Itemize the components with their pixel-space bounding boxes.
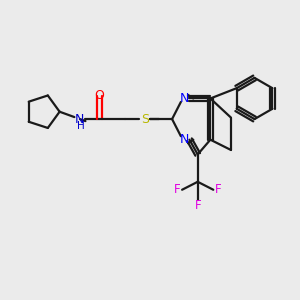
- Text: F: F: [215, 183, 222, 196]
- Text: F: F: [174, 183, 180, 196]
- Text: N: N: [180, 92, 189, 105]
- Text: N: N: [180, 133, 189, 146]
- Text: O: O: [94, 89, 104, 102]
- Text: N: N: [75, 112, 85, 126]
- Text: F: F: [194, 199, 201, 212]
- Text: H: H: [77, 121, 85, 130]
- Text: S: S: [141, 112, 149, 126]
